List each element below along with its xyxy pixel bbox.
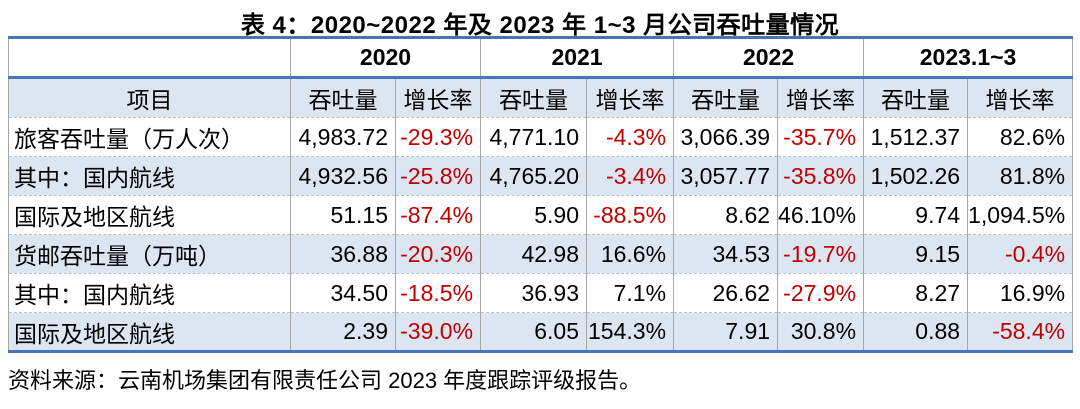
column-header-growth-rate: 增长率 — [394, 77, 481, 118]
throughput-table: 2020 2021 2022 2023.1~3 项目 吞吐量 增长率 吞吐量 增… — [8, 36, 1074, 353]
throughput-value: 8.62 — [673, 195, 778, 235]
throughput-value: 4,771.10 — [480, 117, 587, 157]
growth-rate-value: -39.0% — [394, 312, 481, 352]
growth-rate-value: 154.3% — [586, 312, 674, 352]
column-header-throughput: 吞吐量 — [863, 77, 968, 118]
year-header-2020: 2020 — [289, 37, 481, 79]
throughput-value: 36.88 — [290, 234, 396, 274]
column-header-growth-rate: 增长率 — [967, 77, 1073, 118]
table-body: 旅客吞吐量（万人次） 4,983.72 -29.3% 4,771.10 -4.3% 3,0… — [8, 117, 1073, 352]
throughput-value: 6.05 — [480, 312, 587, 352]
year-header-2021: 2021 — [480, 37, 674, 79]
row-label: 国际及地区航线 — [8, 195, 291, 235]
column-header-throughput: 吞吐量 — [480, 77, 587, 118]
throughput-value: 0.88 — [863, 312, 968, 352]
column-header-throughput: 吞吐量 — [673, 77, 778, 118]
throughput-value: 9.74 — [863, 195, 968, 235]
throughput-value: 34.53 — [673, 234, 778, 274]
growth-rate-value: -3.4% — [586, 156, 674, 196]
throughput-value: 9.15 — [863, 234, 968, 274]
growth-rate-value: 7.1% — [586, 273, 674, 313]
growth-rate-value: 16.6% — [586, 234, 674, 274]
growth-rate-value: 1,094.5% — [967, 195, 1073, 235]
growth-rate-value: 16.9% — [967, 273, 1073, 313]
growth-rate-value: -25.8% — [394, 156, 481, 196]
growth-rate-value: -4.3% — [586, 117, 674, 157]
corner-cell — [8, 37, 291, 79]
row-label: 其中：国内航线 — [8, 156, 291, 196]
growth-rate-value: -88.5% — [586, 195, 674, 235]
table-row: 旅客吞吐量（万人次） 4,983.72 -29.3% 4,771.10 -4.3% 3,0… — [8, 117, 1073, 157]
table-row: 国际及地区航线 2.39 -39.0% 6.05 154.3% 7.91 30.8% 0.88… — [8, 312, 1073, 352]
year-header-row: 2020 2021 2022 2023.1~3 — [8, 37, 1073, 79]
year-header-2022: 2022 — [673, 37, 864, 79]
table-row: 其中：国内航线 34.50 -18.5% 36.93 7.1% 26.62 -27.9% 8.… — [8, 273, 1073, 313]
source-note: 资料来源：云南机场集团有限责任公司 2023 年度跟踪评级报告。 — [8, 368, 642, 393]
growth-rate-value: -20.3% — [394, 234, 481, 274]
throughput-value: 26.62 — [673, 273, 778, 313]
table-row: 货邮吞吐量（万吨） 36.88 -20.3% 42.98 16.6% 34.53 -19.7… — [8, 234, 1073, 274]
page-title: 表 4：2020~2022 年及 2023 年 1~3 月公司吞吐量情况 — [240, 12, 840, 39]
year-header-2023-1-3: 2023.1~3 — [863, 37, 1073, 79]
growth-rate-value: -35.7% — [777, 117, 864, 157]
throughput-value: 2.39 — [290, 312, 396, 352]
growth-rate-value: -19.7% — [777, 234, 864, 274]
throughput-value: 4,932.56 — [290, 156, 396, 196]
column-header-throughput: 吞吐量 — [290, 77, 396, 118]
growth-rate-value: 30.8% — [777, 312, 864, 352]
column-header-row: 项目 吞吐量 增长率 吞吐量 增长率 吞吐量 增长率 吞吐量 增长率 — [8, 77, 1073, 118]
row-label: 货邮吞吐量（万吨） — [8, 234, 291, 274]
growth-rate-value: -29.3% — [394, 117, 481, 157]
growth-rate-value: 81.8% — [967, 156, 1073, 196]
throughput-value: 42.98 — [480, 234, 587, 274]
growth-rate-value: -35.8% — [777, 156, 864, 196]
growth-rate-value: -18.5% — [394, 273, 481, 313]
growth-rate-value: -0.4% — [967, 234, 1073, 274]
throughput-value: 1,512.37 — [863, 117, 968, 157]
throughput-value: 3,057.77 — [673, 156, 778, 196]
throughput-value: 36.93 — [480, 273, 587, 313]
row-label: 旅客吞吐量（万人次） — [8, 117, 291, 157]
throughput-value: 4,765.20 — [480, 156, 587, 196]
throughput-value: 7.91 — [673, 312, 778, 352]
table-row: 其中：国内航线 4,932.56 -25.8% 4,765.20 -3.4% 3,057.… — [8, 156, 1073, 196]
growth-rate-value: 82.6% — [967, 117, 1073, 157]
growth-rate-value: -87.4% — [394, 195, 481, 235]
throughput-value: 51.15 — [290, 195, 396, 235]
column-header-growth-rate: 增长率 — [777, 77, 864, 118]
throughput-value: 1,502.26 — [863, 156, 968, 196]
growth-rate-value: 46.10% — [777, 195, 864, 235]
row-label: 其中：国内航线 — [8, 273, 291, 313]
item-column-header: 项目 — [8, 77, 291, 118]
throughput-value: 4,983.72 — [290, 117, 396, 157]
growth-rate-value: -58.4% — [967, 312, 1073, 352]
column-header-growth-rate: 增长率 — [586, 77, 674, 118]
table-row: 国际及地区航线 51.15 -87.4% 5.90 -88.5% 8.62 46.10% 9.… — [8, 195, 1073, 235]
growth-rate-value: -27.9% — [777, 273, 864, 313]
row-label: 国际及地区航线 — [8, 312, 291, 352]
throughput-value: 8.27 — [863, 273, 968, 313]
throughput-value: 5.90 — [480, 195, 587, 235]
throughput-value: 34.50 — [290, 273, 396, 313]
throughput-value: 3,066.39 — [673, 117, 778, 157]
